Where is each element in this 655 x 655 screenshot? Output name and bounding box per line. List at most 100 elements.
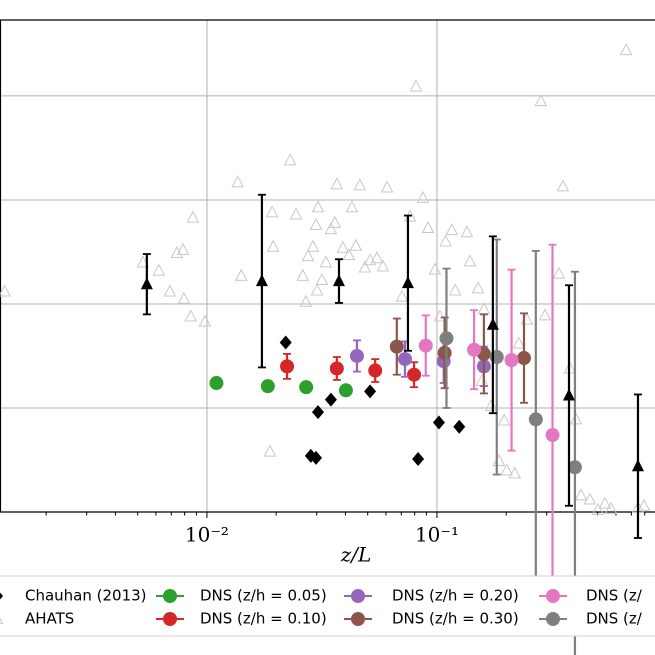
point xyxy=(546,612,560,626)
point xyxy=(471,281,485,294)
point xyxy=(260,379,275,394)
point xyxy=(504,353,519,368)
point xyxy=(497,413,511,426)
point xyxy=(598,496,612,509)
point xyxy=(562,388,575,401)
point xyxy=(512,336,526,349)
point xyxy=(591,502,605,515)
point xyxy=(329,361,344,376)
point xyxy=(437,345,452,360)
point xyxy=(368,363,383,378)
point xyxy=(328,215,342,228)
series xyxy=(140,193,644,539)
series xyxy=(209,376,353,398)
point xyxy=(448,283,462,296)
point xyxy=(332,274,345,287)
point xyxy=(364,384,377,399)
point xyxy=(351,589,365,603)
point xyxy=(163,589,177,603)
point xyxy=(534,94,548,107)
legend-box xyxy=(0,575,655,637)
series xyxy=(280,352,422,389)
point xyxy=(500,463,514,476)
point xyxy=(486,317,499,330)
point xyxy=(163,612,177,626)
point xyxy=(177,291,191,304)
point xyxy=(184,309,198,322)
point xyxy=(309,217,323,230)
point xyxy=(342,248,356,261)
point xyxy=(312,405,325,420)
point xyxy=(631,459,644,472)
point xyxy=(311,200,325,213)
point xyxy=(397,352,412,367)
point xyxy=(330,177,344,190)
point xyxy=(263,444,277,457)
point xyxy=(209,376,224,391)
point xyxy=(163,284,177,297)
legend-label: AHATS xyxy=(25,610,74,628)
x-tick-label: 10⁻² xyxy=(185,523,229,547)
point xyxy=(467,342,482,357)
point xyxy=(140,277,153,290)
legend-label: DNS (z/h = 0.20) xyxy=(392,587,519,605)
point xyxy=(418,338,433,353)
point xyxy=(280,359,295,374)
point xyxy=(574,488,588,501)
point xyxy=(637,498,651,511)
point xyxy=(234,268,248,281)
point xyxy=(301,249,315,262)
point xyxy=(351,612,365,626)
point xyxy=(567,460,582,475)
point xyxy=(395,289,409,302)
point xyxy=(407,367,422,382)
point xyxy=(170,245,184,258)
point xyxy=(528,412,543,427)
point xyxy=(401,276,414,289)
point xyxy=(439,234,452,247)
point xyxy=(296,268,310,281)
point xyxy=(508,466,522,479)
legend-label: DNS (z/ xyxy=(586,610,643,628)
point xyxy=(255,274,268,287)
point xyxy=(556,179,570,192)
point xyxy=(389,339,404,354)
point xyxy=(428,262,442,275)
x-tick-label: 10⁻¹ xyxy=(415,523,459,547)
point xyxy=(409,79,423,92)
point xyxy=(289,207,303,220)
point xyxy=(319,255,333,268)
legend-label: DNS (z/h = 0.05) xyxy=(200,587,327,605)
point xyxy=(353,178,367,191)
series xyxy=(279,335,466,466)
point xyxy=(583,492,597,505)
point xyxy=(453,419,466,434)
point xyxy=(619,43,633,56)
point xyxy=(310,450,323,465)
point xyxy=(310,283,324,296)
point xyxy=(370,251,384,264)
point xyxy=(266,239,280,252)
point xyxy=(545,428,560,443)
point xyxy=(445,223,459,236)
point xyxy=(380,180,394,193)
plot-area xyxy=(0,19,655,655)
point xyxy=(315,272,329,286)
point xyxy=(0,284,11,297)
point xyxy=(299,380,314,395)
point xyxy=(432,415,445,430)
series xyxy=(418,243,560,627)
point xyxy=(279,335,292,350)
point xyxy=(299,294,313,307)
point xyxy=(349,238,363,251)
point xyxy=(439,331,454,346)
point xyxy=(421,220,435,234)
point xyxy=(336,240,350,253)
point xyxy=(349,348,364,363)
point xyxy=(604,501,618,514)
x-axis-label: z/L xyxy=(340,543,372,567)
point xyxy=(231,175,244,188)
point xyxy=(152,263,166,276)
legend-label: Chauhan (2013) xyxy=(25,587,147,605)
